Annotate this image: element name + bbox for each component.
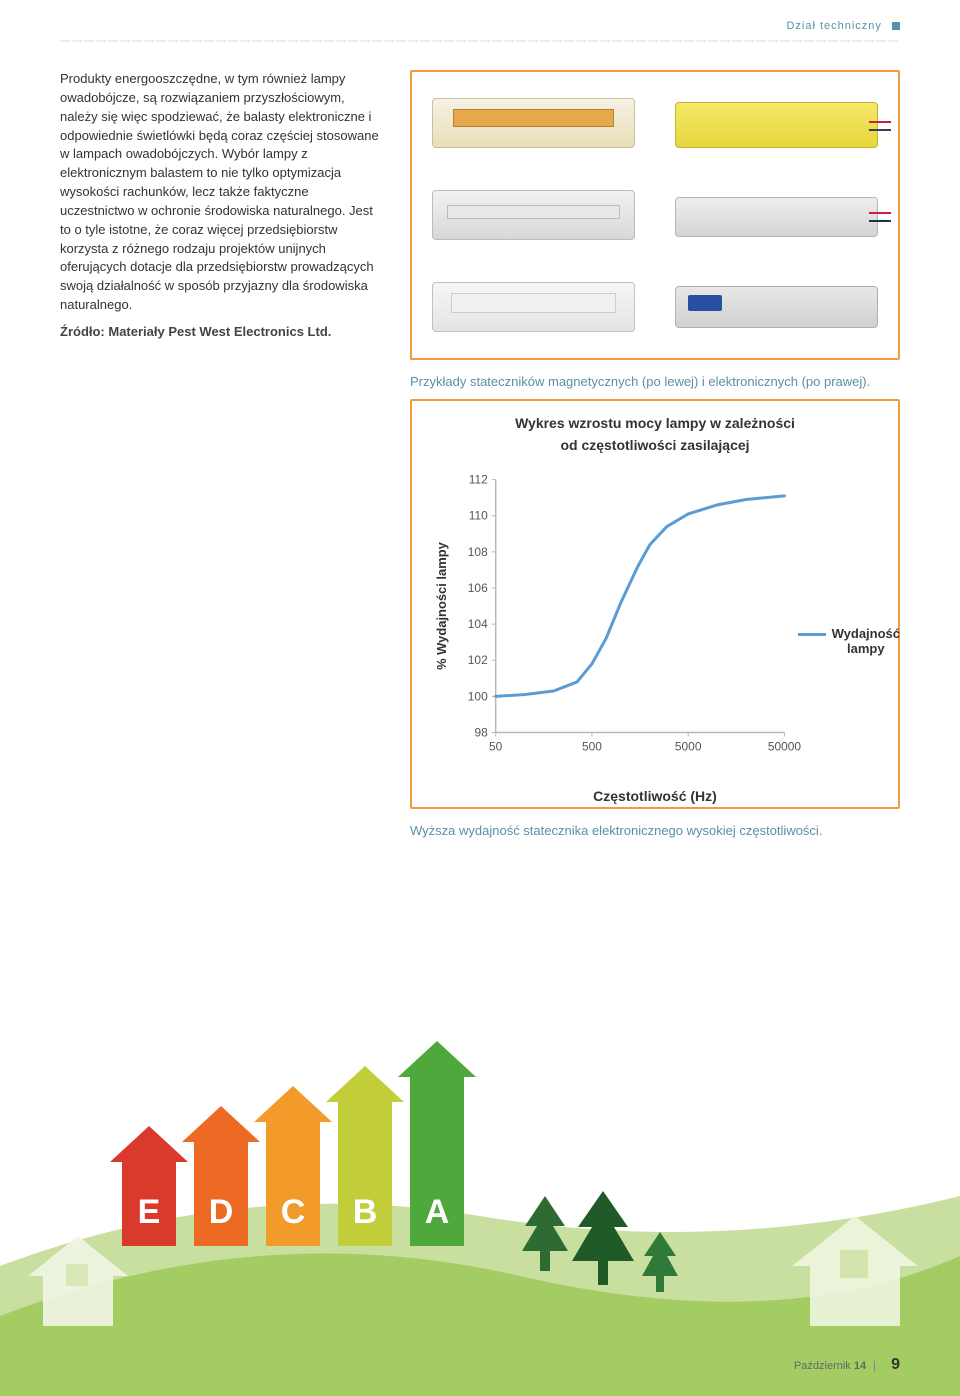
magnetic-ballasts-col: [432, 87, 635, 343]
ballast-photo: [675, 197, 878, 237]
energy-rating-arrows: EDCBA: [110, 1041, 470, 1246]
energy-arrow-label: A: [398, 1193, 476, 1232]
section-title: Dział techniczny: [786, 20, 881, 32]
ballasts-figure: [410, 70, 900, 360]
chart-title-line1: Wykres wzrostu mocy lampy w zależności: [426, 415, 884, 431]
energy-arrow-label: C: [254, 1193, 332, 1232]
footer-month: Październik: [794, 1360, 851, 1372]
svg-text:110: 110: [469, 509, 488, 523]
chart-x-axis-title: Częstotliwość (Hz): [426, 788, 884, 804]
legend-line-icon: [798, 633, 826, 636]
svg-text:106: 106: [468, 581, 488, 595]
svg-text:% Wydajności lampy: % Wydajności lampy: [434, 541, 449, 670]
ballast-photo: [675, 286, 878, 328]
source-line: Źródło: Materiały Pest West Electronics …: [60, 323, 380, 342]
energy-arrow-c: C: [254, 1086, 332, 1246]
section-header: Dział techniczny: [786, 20, 900, 32]
main-content: Produkty energooszczędne, w tym również …: [60, 70, 900, 848]
svg-text:50: 50: [489, 739, 503, 753]
energy-arrow-d: D: [182, 1106, 260, 1246]
svg-text:112: 112: [469, 473, 488, 487]
energy-arrow-label: B: [326, 1193, 404, 1232]
svg-text:102: 102: [468, 653, 488, 667]
electronic-ballasts-col: [675, 87, 878, 343]
figure2-caption: Wyższa wydajność statecznika elektronicz…: [410, 823, 900, 838]
chart-legend: Wydajność lampy: [798, 626, 900, 656]
ballast-photo: [432, 98, 635, 148]
energy-arrow-label: D: [182, 1193, 260, 1232]
body-paragraph: Produkty energooszczędne, w tym również …: [60, 70, 380, 315]
header-square-icon: [892, 22, 900, 30]
svg-text:50000: 50000: [768, 739, 802, 753]
tree-icon: [640, 1232, 680, 1296]
footer-illustration: EDCBA: [0, 936, 960, 1396]
figure1-caption: Przykłady stateczników magnetycznych (po…: [410, 374, 900, 389]
legend-label: Wydajność: [832, 626, 900, 641]
ballast-photo: [432, 190, 635, 240]
tree-icon: [570, 1191, 636, 1291]
svg-text:104: 104: [468, 617, 488, 631]
tree-icon: [520, 1196, 570, 1276]
body-text-column: Produkty energooszczędne, w tym również …: [60, 70, 380, 848]
efficiency-chart-figure: Wykres wzrostu mocy lampy w zależności o…: [410, 399, 900, 809]
svg-text:108: 108: [468, 545, 488, 559]
svg-text:98: 98: [474, 725, 488, 739]
page-footer: Październik 14 | 9: [794, 1356, 900, 1374]
svg-text:100: 100: [468, 689, 488, 703]
figures-column: Przykłady stateczników magnetycznych (po…: [410, 70, 900, 848]
footer-page-number: 9: [891, 1356, 900, 1373]
footer-separator: |: [873, 1360, 876, 1372]
efficiency-chart-svg: 98 100 102 104 106 108 110 112 50 500 5000 50000 % W…: [426, 459, 884, 779]
energy-arrow-a: A: [398, 1041, 476, 1246]
house-icon: [780, 1206, 930, 1336]
energy-arrow-e: E: [110, 1126, 188, 1246]
header-rule: [60, 40, 900, 42]
ballast-photo: [675, 102, 878, 148]
svg-text:500: 500: [582, 739, 602, 753]
legend-label2: lampy: [847, 641, 885, 656]
energy-arrow-b: B: [326, 1066, 404, 1246]
energy-arrow-label: E: [110, 1193, 188, 1232]
svg-text:5000: 5000: [675, 739, 702, 753]
footer-issue: 14: [854, 1360, 866, 1372]
chart-title-line2: od częstotliwości zasilającej: [426, 437, 884, 453]
ballast-photo: [432, 282, 635, 332]
